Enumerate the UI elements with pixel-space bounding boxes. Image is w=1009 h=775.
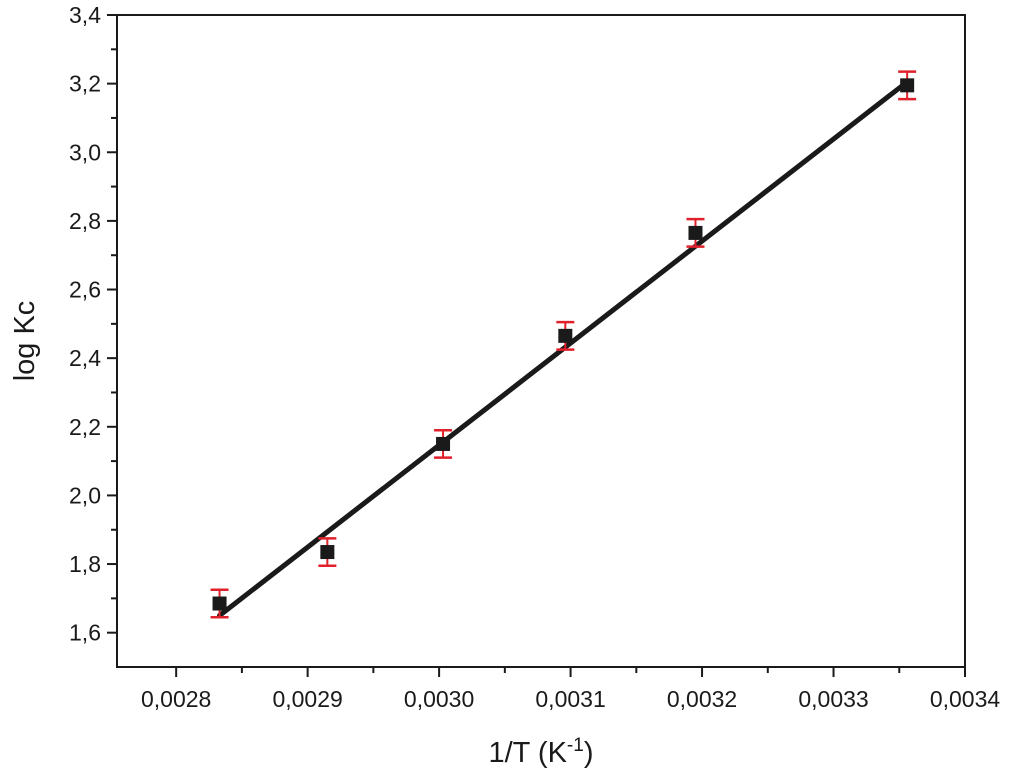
x-axis-title-superscript: -1 — [567, 735, 584, 756]
plot-border — [116, 14, 966, 668]
data-point-square — [212, 596, 227, 611]
y-tick-label: 2,0 — [69, 482, 101, 508]
y-tick-label: 3,4 — [69, 2, 101, 28]
x-axis-title: 1/T (K-1) — [488, 735, 593, 769]
y-tick-label: 2,2 — [69, 414, 101, 440]
data-point-square — [436, 436, 451, 451]
x-tick-label: 0,0028 — [141, 686, 211, 712]
x-tick-label: 0,0030 — [404, 686, 474, 712]
x-tick-label: 0,0031 — [535, 686, 605, 712]
x-tick-label: 0,0029 — [272, 686, 342, 712]
x-tick-label: 0,0032 — [667, 686, 737, 712]
data-point-square — [688, 225, 703, 240]
data-point-square — [320, 545, 335, 560]
y-tick-label: 3,0 — [69, 139, 101, 165]
y-tick-label: 2,4 — [69, 345, 101, 371]
y-axis-ticks: 1,6 1,8 2,0 2,2 2,4 2,6 2,8 3,0 3,2 3,4 — [69, 2, 117, 646]
x-axis-title-main: 1/T (K — [488, 737, 567, 769]
y-tick-label: 1,8 — [69, 551, 101, 577]
y-tick-label: 1,6 — [69, 620, 101, 646]
plot-frame — [116, 14, 966, 668]
error-bars-group — [210, 70, 917, 619]
y-axis-title: log Kc — [9, 301, 41, 382]
x-tick-label: 0,0034 — [930, 686, 1001, 712]
y-tick-label: 2,6 — [69, 277, 101, 303]
x-tick-label: 0,0033 — [798, 686, 868, 712]
data-point-square — [900, 78, 915, 93]
y-tick-label: 2,8 — [69, 208, 101, 234]
x-axis-ticks: 0,0028 0,0029 0,0030 0,0031 0,0032 0,0033 0,00… — [141, 667, 1000, 712]
data-point-square — [558, 328, 573, 343]
x-axis-title-suffix: ) — [584, 737, 594, 769]
y-tick-label: 3,2 — [69, 71, 101, 97]
data-points-group — [212, 78, 915, 611]
